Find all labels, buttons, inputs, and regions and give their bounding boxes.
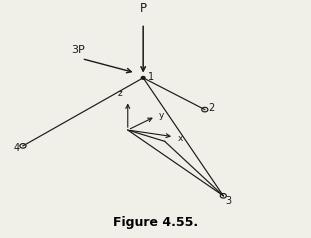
- Text: x: x: [178, 134, 183, 143]
- Text: 1: 1: [147, 72, 154, 82]
- Text: 3: 3: [225, 196, 231, 206]
- Text: Figure 4.55.: Figure 4.55.: [113, 216, 198, 229]
- Text: 3P: 3P: [72, 45, 85, 55]
- Text: P: P: [140, 2, 147, 15]
- Text: y: y: [158, 111, 164, 120]
- Text: z: z: [118, 89, 123, 98]
- Text: 2: 2: [208, 103, 214, 113]
- Text: 4: 4: [13, 143, 19, 153]
- Circle shape: [141, 76, 145, 79]
